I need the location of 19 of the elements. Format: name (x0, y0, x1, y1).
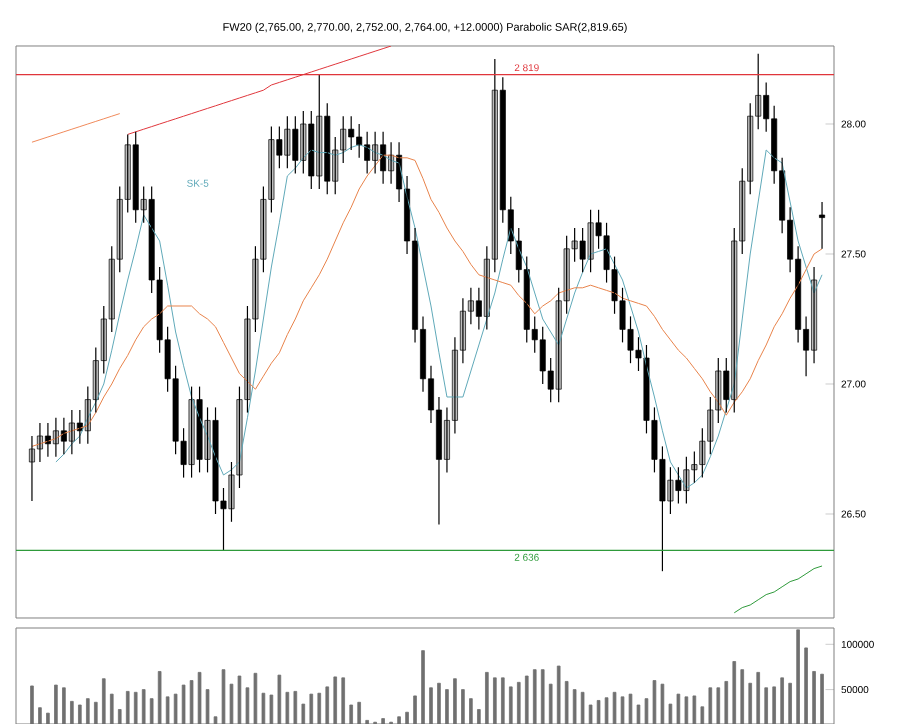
line-series (733, 565, 823, 614)
candlestick (683, 456, 690, 505)
candlestick (132, 131, 139, 224)
candlestick (316, 73, 323, 190)
candlestick (667, 466, 674, 515)
candlestick (308, 110, 315, 190)
candlestick (188, 385, 195, 479)
candlestick (284, 115, 291, 169)
candlestick (300, 110, 307, 174)
candlestick (212, 406, 219, 515)
candlestick (348, 115, 355, 151)
line-series (31, 113, 121, 143)
candlestick (292, 115, 299, 174)
candlestick (324, 102, 331, 195)
candlestick (196, 385, 203, 473)
candlestick (539, 326, 546, 385)
candlestick (675, 466, 682, 505)
candlestick (587, 209, 594, 273)
candlestick (579, 227, 586, 273)
